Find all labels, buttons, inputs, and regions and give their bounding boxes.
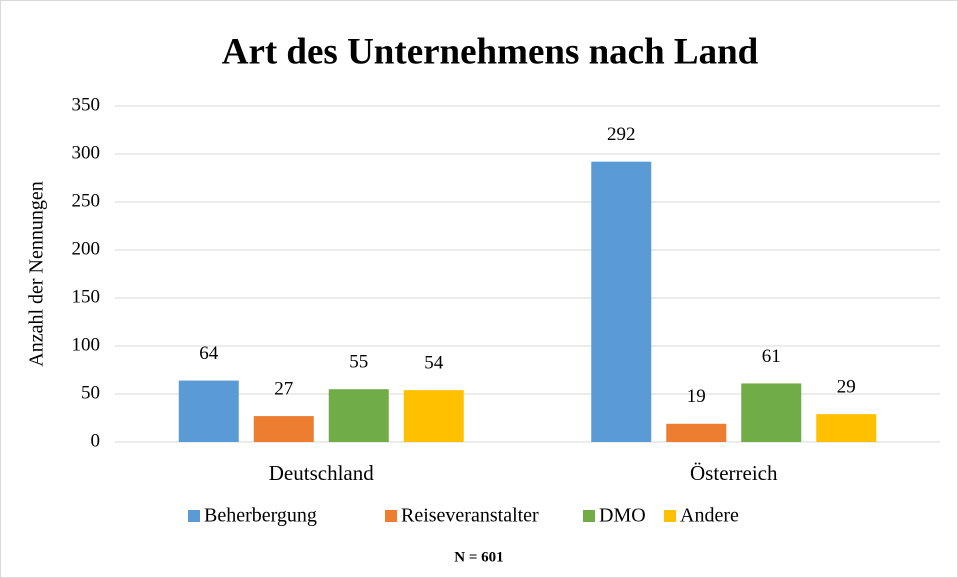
y-tick-label: 250 — [72, 190, 101, 211]
bar — [816, 414, 877, 442]
x-tick-label: Deutschland — [269, 461, 374, 485]
annotation: N = 601 — [454, 549, 503, 565]
data-label: 54 — [424, 353, 444, 374]
chart-title: Art des Unternehmens nach Land — [222, 31, 759, 72]
bar — [178, 380, 239, 442]
legend-label: Beherbergung — [204, 505, 317, 527]
y-axis-label: Anzahl der Nennungen — [26, 181, 48, 367]
x-tick-label: Österreich — [690, 461, 778, 485]
y-tick-label: 350 — [72, 94, 101, 115]
data-label: 64 — [199, 343, 219, 364]
y-tick-label: 150 — [72, 286, 101, 307]
bar — [591, 161, 652, 442]
legend-swatch — [664, 510, 676, 522]
legend-swatch — [583, 510, 595, 522]
y-tick-label: 300 — [72, 142, 101, 163]
legend-label: Reiseveranstalter — [401, 505, 539, 527]
data-label: 61 — [762, 346, 781, 367]
y-tick-label: 0 — [91, 430, 101, 451]
data-label: 29 — [837, 377, 856, 398]
bar — [328, 389, 389, 442]
y-tick-label: 100 — [72, 334, 101, 355]
legend-swatch — [188, 510, 200, 522]
bar — [253, 416, 314, 442]
data-label: 55 — [349, 352, 368, 373]
y-tick-label: 50 — [81, 382, 100, 403]
data-label: 19 — [687, 386, 706, 407]
data-label: 27 — [274, 378, 293, 399]
bar — [403, 390, 464, 442]
bar — [741, 383, 802, 442]
legend-swatch — [385, 510, 397, 522]
legend-label: Andere — [680, 505, 739, 527]
y-tick-label: 200 — [72, 238, 101, 259]
data-label: 292 — [607, 124, 636, 145]
bar — [666, 423, 727, 442]
legend-label: DMO — [599, 505, 646, 527]
